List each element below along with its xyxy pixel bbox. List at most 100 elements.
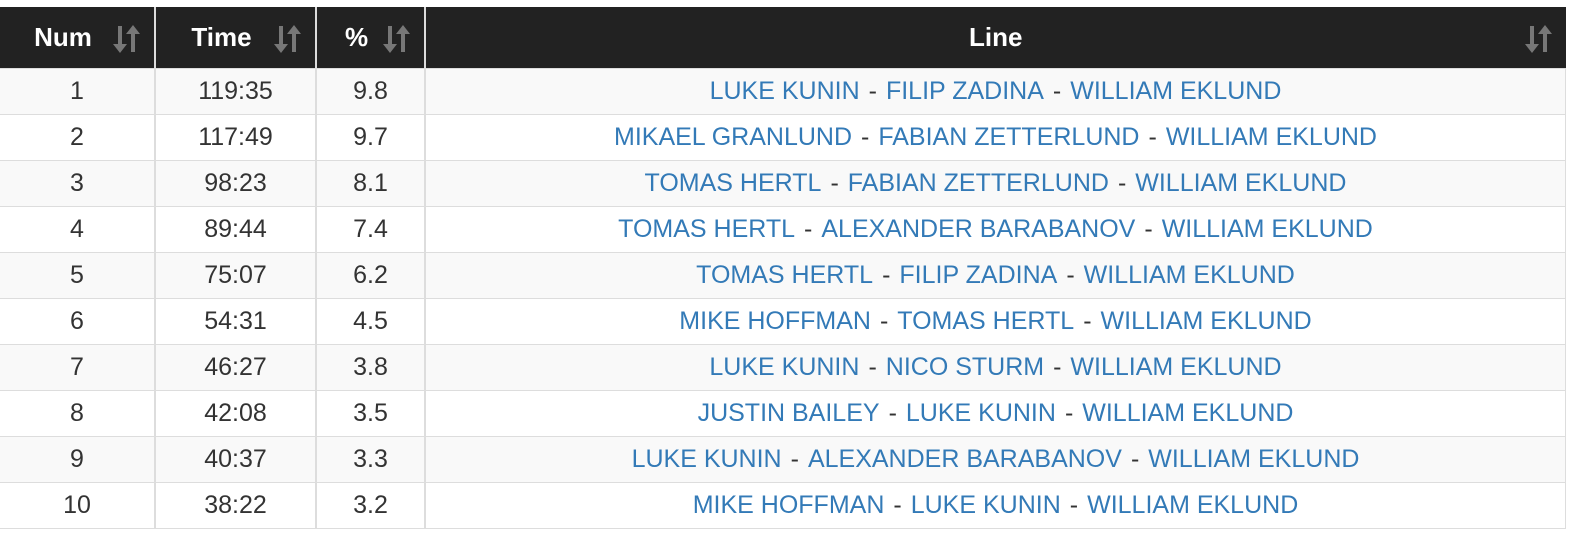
separator: - — [1066, 261, 1075, 289]
percent-text: 3.8 — [353, 353, 388, 381]
cell-percent: 6.2 — [315, 252, 426, 299]
num-text: 6 — [70, 307, 84, 335]
player-link[interactable]: WILLIAM EKLUND — [1070, 353, 1282, 381]
player-link[interactable]: LUKE KUNIN — [905, 399, 1056, 427]
table-row: 5 75:07 6.2 TOMAS HERTL - FILIP ZADINA - WILLIA… — [0, 252, 1566, 299]
cell-line: TOMAS HERTL - FILIP ZADINA - WILLIAM EKLUND — [424, 252, 1566, 299]
num-text: 9 — [70, 445, 84, 473]
cell-line: MIKE HOFFMAN - LUKE KUNIN - WILLIAM EKLUND — [424, 482, 1566, 529]
time-text: 117:49 — [198, 123, 273, 151]
player-link[interactable]: TOMAS HERTL — [644, 169, 822, 197]
player-link[interactable]: WILLIAM EKLUND — [1083, 261, 1295, 289]
separator: - — [790, 445, 799, 473]
player-link[interactable]: LUKE KUNIN — [631, 445, 782, 473]
percent-text: 3.5 — [353, 399, 388, 427]
cell-num: 3 — [0, 160, 156, 207]
cell-percent: 9.8 — [315, 68, 426, 115]
column-header[interactable]: Line — [424, 7, 1566, 69]
player-link[interactable]: FABIAN ZETTERLUND — [878, 123, 1140, 151]
player-link[interactable]: LUKE KUNIN — [709, 77, 860, 105]
player-link[interactable]: ALEXANDER BARABANOV — [807, 445, 1122, 473]
cell-percent: 4.5 — [315, 298, 426, 345]
header-row: Num Time% Line — [0, 7, 1566, 69]
player-link[interactable]: NICO STURM — [885, 353, 1045, 381]
player-link[interactable]: WILLIAM EKLUND — [1087, 491, 1299, 519]
separator: - — [879, 307, 889, 335]
cell-num: 7 — [0, 344, 156, 391]
sort-icon — [113, 25, 140, 53]
player-link[interactable]: MIKAEL GRANLUND — [614, 123, 853, 151]
num-text: 5 — [70, 261, 84, 289]
cell-line: LUKE KUNIN - NICO STURM - WILLIAM EKLUND — [424, 344, 1566, 391]
table-row: 9 40:37 3.3 LUKE KUNIN - ALEXANDER BARABANOV -… — [0, 436, 1566, 483]
sort-icon — [1524, 25, 1552, 53]
player-link[interactable]: WILLIAM EKLUND — [1100, 307, 1312, 335]
separator: - — [868, 353, 877, 381]
player-link[interactable]: JUSTIN BAILEY — [697, 399, 880, 427]
time-text: 119:35 — [198, 77, 273, 105]
cell-percent: 3.2 — [315, 482, 426, 529]
cell-time: 38:22 — [154, 482, 317, 529]
player-link[interactable]: FILIP ZADINA — [885, 77, 1044, 105]
player-link[interactable]: FILIP ZADINA — [899, 261, 1058, 289]
player-link[interactable]: WILLIAM EKLUND — [1135, 169, 1347, 197]
player-link[interactable]: WILLIAM EKLUND — [1165, 123, 1377, 151]
separator: - — [1053, 353, 1062, 381]
table-row: 8 42:08 3.5 JUSTIN BAILEY - LUKE KUNIN - WILLIA… — [0, 390, 1566, 437]
table-row: 3 98:23 8.1 TOMAS HERTL - FABIAN ZETTERLUND - W… — [0, 160, 1566, 207]
lines-table: Num Time% Line 1 119:35 9.8 LUKE KUNIN - FILIP … — [0, 7, 1566, 529]
player-link[interactable]: TOMAS HERTL — [897, 307, 1075, 335]
player-link[interactable]: WILLIAM EKLUND — [1148, 445, 1360, 473]
separator: - — [1130, 445, 1140, 473]
player-link[interactable]: LUKE KUNIN — [910, 491, 1061, 519]
player-link[interactable]: ALEXANDER BARABANOV — [821, 215, 1136, 243]
time-text: 46:27 — [204, 353, 267, 381]
player-link[interactable]: TOMAS HERTL — [618, 215, 796, 243]
player-link[interactable]: TOMAS HERTL — [696, 261, 874, 289]
column-header[interactable]: Num — [0, 7, 155, 69]
time-text: 54:31 — [204, 307, 267, 335]
cell-time: 42:08 — [154, 390, 317, 437]
player-link[interactable]: LUKE KUNIN — [709, 353, 860, 381]
cell-time: 46:27 — [154, 344, 317, 391]
cell-percent: 3.5 — [315, 390, 426, 437]
separator: - — [1144, 215, 1153, 243]
column-label: Time — [191, 22, 252, 52]
separator: - — [1069, 491, 1079, 519]
player-link[interactable]: WILLIAM EKLUND — [1070, 77, 1282, 105]
table-wrapper: Num Time% Line 1 119:35 9.8 LUKE KUNIN - FILIP … — [0, 7, 1566, 529]
percent-text: 7.4 — [353, 215, 388, 243]
column-header[interactable]: % — [315, 7, 425, 69]
percent-text: 3.3 — [353, 445, 388, 473]
cell-time: 75:07 — [154, 252, 317, 299]
time-text: 75:07 — [204, 261, 267, 289]
time-text: 98:23 — [204, 169, 267, 197]
table-body: 1 119:35 9.8 LUKE KUNIN - FILIP ZADINA - WILLIA… — [0, 68, 1566, 529]
cell-num: 10 — [0, 482, 156, 529]
cell-line: LUKE KUNIN - ALEXANDER BARABANOV - WILLIAM E… — [424, 436, 1566, 483]
table-row: 1 119:35 9.8 LUKE KUNIN - FILIP ZADINA - WILLIA… — [0, 68, 1566, 115]
separator: - — [1064, 399, 1074, 427]
cell-num: 8 — [0, 390, 156, 437]
percent-text: 9.8 — [353, 77, 388, 105]
player-link[interactable]: MIKE HOFFMAN — [692, 491, 885, 519]
player-link[interactable]: MIKE HOFFMAN — [679, 307, 871, 335]
separator: - — [893, 491, 902, 519]
cell-line: MIKAEL GRANLUND - FABIAN ZETTERLUND - WILLIA… — [424, 114, 1566, 161]
cell-percent: 3.8 — [315, 344, 426, 391]
cell-line: LUKE KUNIN - FILIP ZADINA - WILLIAM EKLUND — [424, 68, 1566, 115]
cell-num: 6 — [0, 298, 156, 345]
time-text: 42:08 — [204, 399, 267, 427]
sort-icon — [274, 25, 301, 53]
player-link[interactable]: FABIAN ZETTERLUND — [847, 169, 1109, 197]
player-link[interactable]: WILLIAM EKLUND — [1161, 215, 1373, 243]
column-header[interactable]: Time — [154, 7, 316, 69]
table-row: 4 89:44 7.4 TOMAS HERTL - ALEXANDER BARABANOV… — [0, 206, 1566, 253]
table-row: 6 54:31 4.5 MIKE HOFFMAN - TOMAS HERTL - WILLIA… — [0, 298, 1566, 345]
table-row: 7 46:27 3.8 LUKE KUNIN - NICO STURM - WILLIAM E… — [0, 344, 1566, 391]
player-link[interactable]: WILLIAM EKLUND — [1082, 399, 1294, 427]
percent-text: 6.2 — [353, 261, 388, 289]
cell-line: TOMAS HERTL - FABIAN ZETTERLUND - WILLIAM EK… — [424, 160, 1566, 207]
separator: - — [1052, 77, 1062, 105]
